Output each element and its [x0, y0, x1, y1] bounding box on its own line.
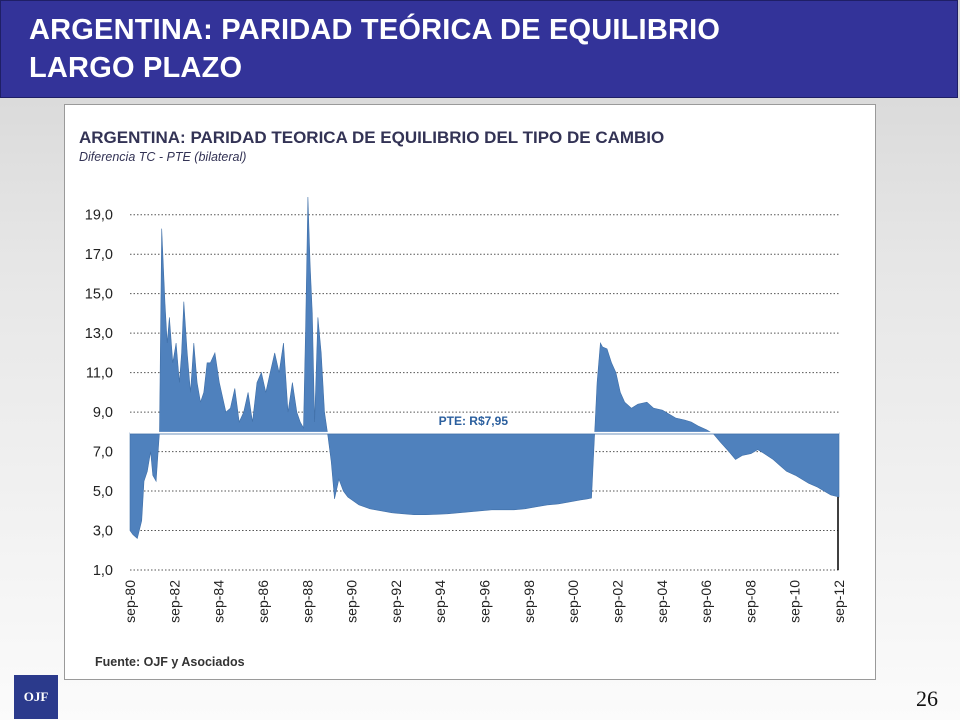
y-tick-label: 5,0 — [93, 484, 113, 500]
x-tick-label: sep-04 — [654, 580, 670, 623]
x-tick-label: sep-00 — [565, 580, 581, 623]
y-tick-label: 17,0 — [85, 247, 113, 263]
x-tick-label: sep-08 — [742, 580, 758, 623]
area-chart: ARGENTINA: PARIDAD TEORICA DE EQUILIBRIO… — [79, 128, 847, 669]
y-tick-label: 11,0 — [86, 366, 113, 382]
chart-title: ARGENTINA: PARIDAD TEORICA DE EQUILIBRIO… — [79, 128, 664, 147]
x-tick-label: sep-10 — [787, 580, 803, 623]
y-tick-label: 15,0 — [85, 287, 113, 303]
chart-panel: ARGENTINA: PARIDAD TEORICA DE EQUILIBRIO… — [64, 104, 876, 680]
pte-annotation: PTE: R$7,95 — [439, 414, 509, 428]
x-tick-label: sep-88 — [299, 580, 315, 623]
chart-source: Fuente: OJF y Asociados — [95, 655, 245, 669]
x-tick-label: sep-82 — [166, 580, 182, 623]
logo-text: OJF — [23, 689, 49, 704]
x-tick-label: sep-12 — [831, 580, 847, 623]
slide-title: ARGENTINA: PARIDAD TEÓRICA DE EQUILIBRIO… — [29, 14, 721, 84]
y-tick-label: 1,0 — [93, 563, 113, 579]
x-tick-label: sep-92 — [388, 580, 404, 623]
y-tick-label: 3,0 — [93, 524, 113, 540]
x-tick-label: sep-84 — [211, 580, 227, 623]
slide-title-bar: ARGENTINA: PARIDAD TEÓRICA DE EQUILIBRIO… — [0, 0, 958, 98]
x-tick-label: sep-94 — [432, 580, 448, 623]
x-tick-label: sep-06 — [698, 580, 714, 623]
chart-subtitle: Diferencia TC - PTE (bilateral) — [79, 150, 246, 164]
x-tick-label: sep-86 — [255, 580, 271, 623]
x-tick-label: sep-98 — [521, 580, 537, 623]
page-number: 26 — [916, 686, 938, 711]
ojf-logo: OJF — [14, 675, 58, 719]
y-tick-label: 7,0 — [93, 445, 113, 461]
x-tick-label: sep-90 — [344, 580, 360, 623]
x-tick-label: sep-96 — [477, 580, 493, 623]
x-tick-label: sep-02 — [609, 580, 625, 623]
y-tick-label: 13,0 — [85, 326, 113, 342]
series-area — [129, 196, 840, 539]
x-tick-label: sep-80 — [122, 580, 138, 623]
y-tick-label: 19,0 — [85, 208, 113, 224]
y-tick-label: 9,0 — [93, 405, 113, 421]
